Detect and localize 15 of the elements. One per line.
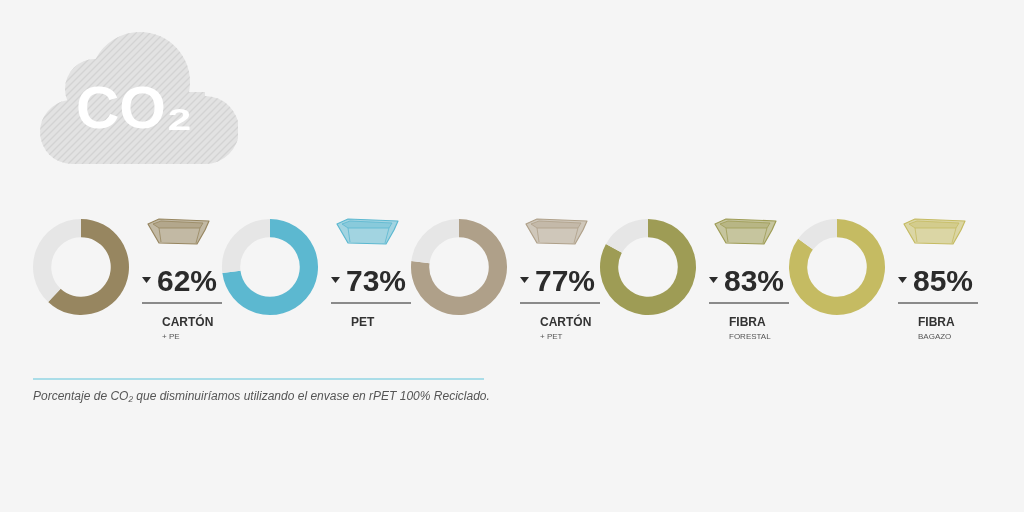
data-label: 62% <box>157 264 218 297</box>
text: CARTÓN <box>540 314 592 329</box>
data-label: 83% <box>724 264 785 297</box>
data-label: 77% <box>535 264 596 297</box>
text: + PET <box>540 332 563 341</box>
text: FIBRA <box>918 315 955 329</box>
text: + PE <box>162 332 180 341</box>
text: CARTÓN <box>162 314 214 329</box>
text: BAGAZO <box>918 332 952 341</box>
text: FIBRA <box>729 315 766 329</box>
data-label: 73% <box>346 264 407 297</box>
text: Porcentaje de CO₂ que disminuiríamos utilizando el envase en rPET 100% Reciclado. <box>33 389 490 404</box>
data-label: 85% <box>913 264 974 297</box>
text: PET <box>351 315 376 329</box>
text: FORESTAL <box>729 332 772 341</box>
